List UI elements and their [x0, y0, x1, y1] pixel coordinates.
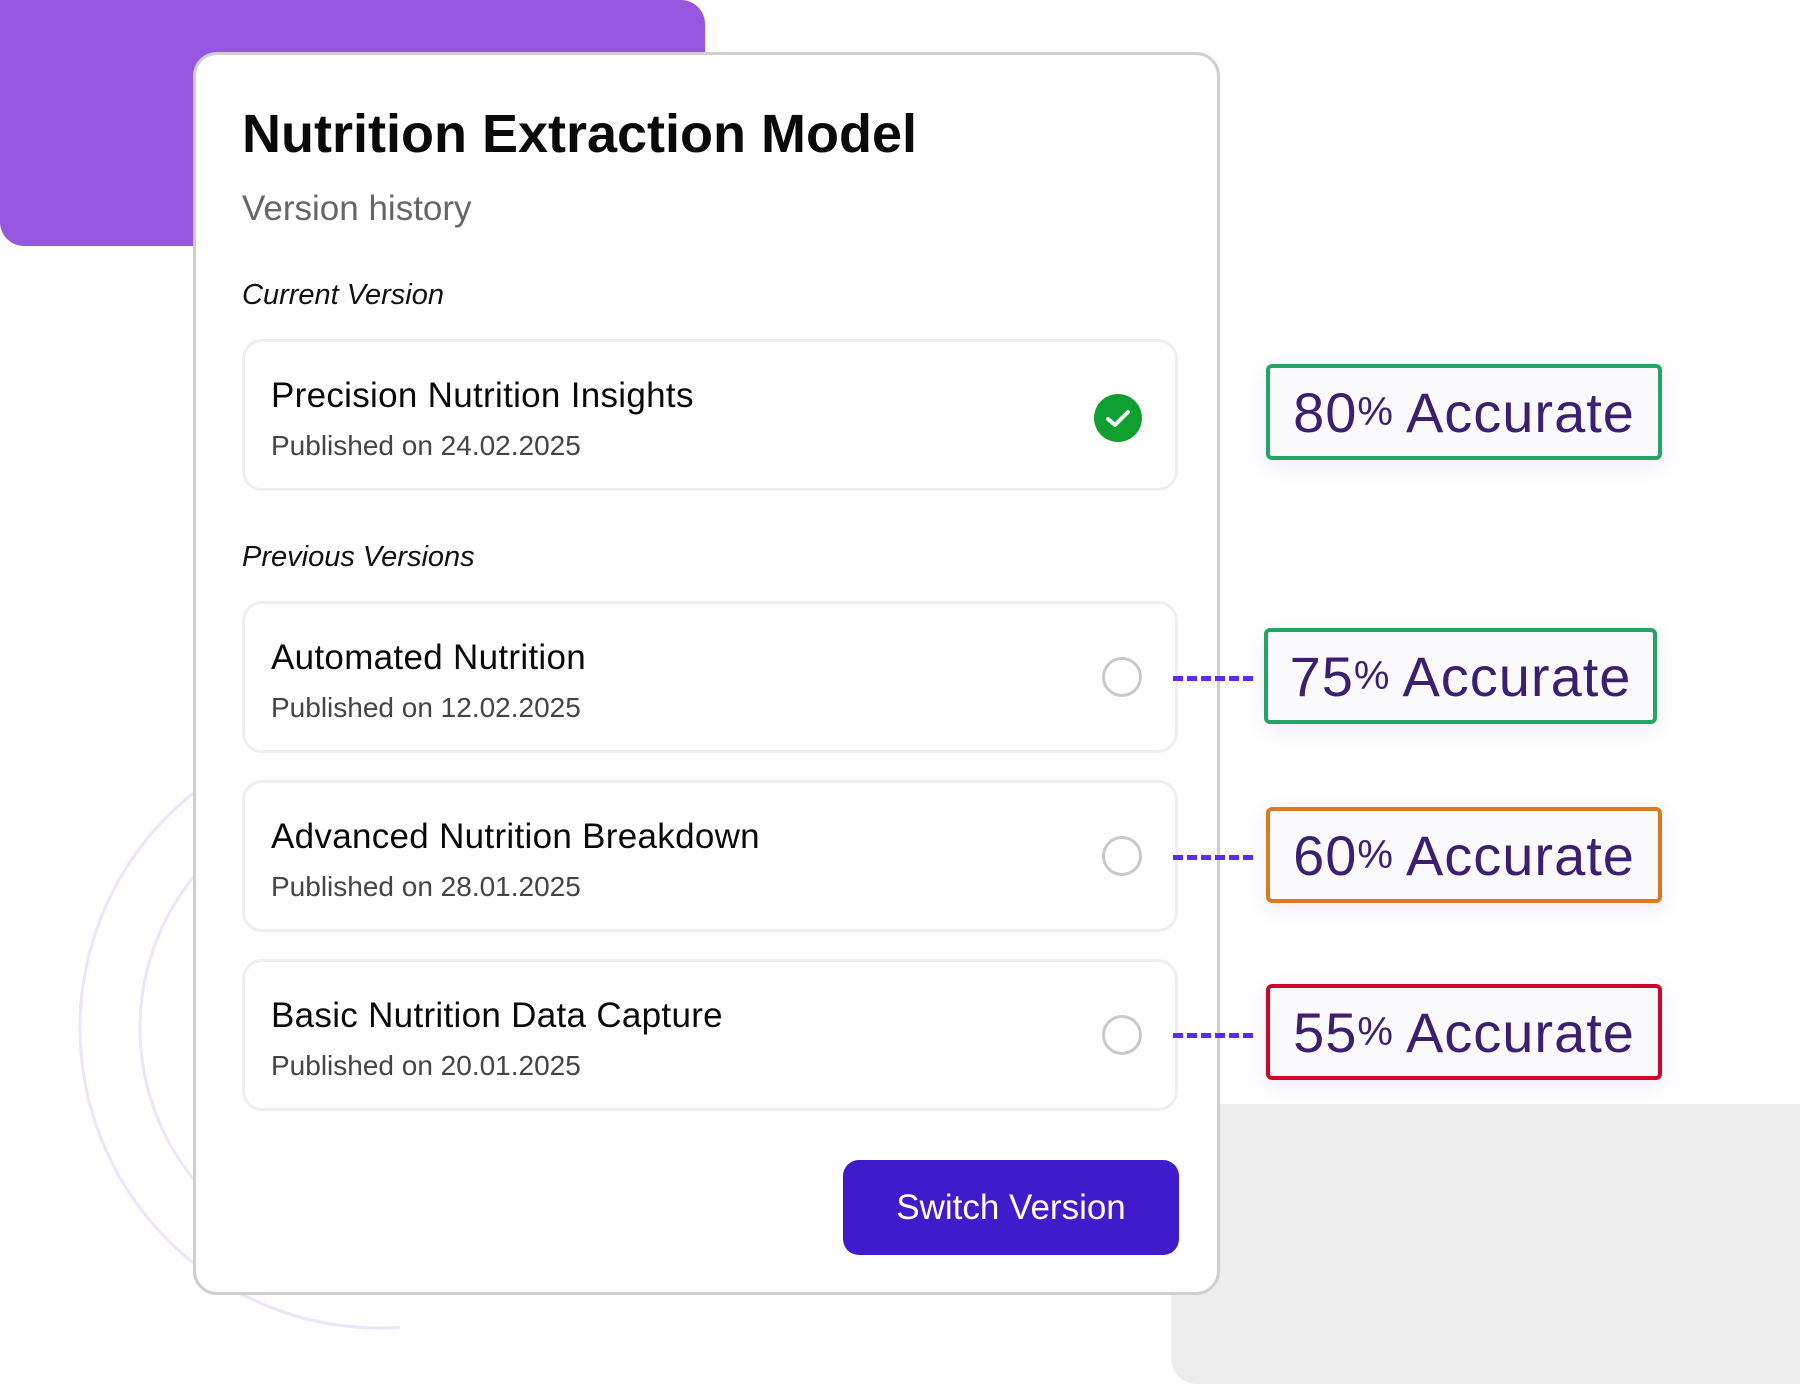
accuracy-label: Accurate [1405, 380, 1635, 444]
accuracy-badge: 80% Accurate [1266, 364, 1662, 460]
percent-sign: % [1357, 832, 1394, 877]
version-item-current[interactable]: Precision Nutrition Insights Published o… [242, 339, 1178, 491]
previous-versions-label: Previous Versions [242, 541, 475, 573]
accuracy-value: 80 [1293, 380, 1358, 444]
decorative-gray-panel [1171, 1104, 1800, 1384]
version-name: Basic Nutrition Data Capture [271, 996, 723, 1035]
check-circle-icon [1094, 394, 1142, 442]
version-history-card: Nutrition Extraction Model Version histo… [193, 52, 1220, 1295]
accuracy-label: Accurate [1405, 823, 1635, 887]
version-date: Published on 20.01.2025 [271, 1050, 581, 1081]
accuracy-value: 60 [1293, 823, 1358, 887]
version-item[interactable]: Advanced Nutrition Breakdown Published o… [242, 780, 1178, 932]
current-version-label: Current Version [242, 279, 445, 311]
percent-sign: % [1353, 653, 1391, 698]
version-item[interactable]: Automated Nutrition Published on 12.02.2… [242, 601, 1178, 753]
accuracy-value: 75 [1289, 644, 1354, 708]
percent-sign: % [1357, 1009, 1394, 1054]
accuracy-label: Accurate [1405, 1000, 1635, 1064]
version-date: Published on 28.01.2025 [271, 871, 581, 902]
page-title: Nutrition Extraction Model [242, 104, 917, 164]
page-subtitle: Version history [242, 189, 472, 228]
accuracy-badge: 55% Accurate [1266, 984, 1662, 1080]
radio-button[interactable] [1102, 836, 1142, 876]
accuracy-badge: 75% Accurate [1264, 628, 1657, 724]
connector-line [1173, 855, 1253, 860]
percent-sign: % [1357, 389, 1394, 434]
version-date: Published on 12.02.2025 [271, 692, 581, 723]
version-name: Advanced Nutrition Breakdown [271, 817, 760, 856]
radio-button[interactable] [1102, 657, 1142, 697]
version-item[interactable]: Basic Nutrition Data Capture Published o… [242, 959, 1178, 1111]
version-name: Automated Nutrition [271, 638, 587, 677]
version-date: Published on 24.02.2025 [271, 430, 581, 461]
switch-version-button[interactable]: Switch Version [843, 1160, 1179, 1255]
connector-line [1173, 676, 1253, 681]
accuracy-value: 55 [1293, 1000, 1358, 1064]
connector-line [1173, 1033, 1253, 1038]
accuracy-badge: 60% Accurate [1266, 807, 1662, 903]
accuracy-label: Accurate [1402, 644, 1632, 708]
radio-button[interactable] [1102, 1015, 1142, 1055]
version-name: Precision Nutrition Insights [271, 376, 694, 415]
